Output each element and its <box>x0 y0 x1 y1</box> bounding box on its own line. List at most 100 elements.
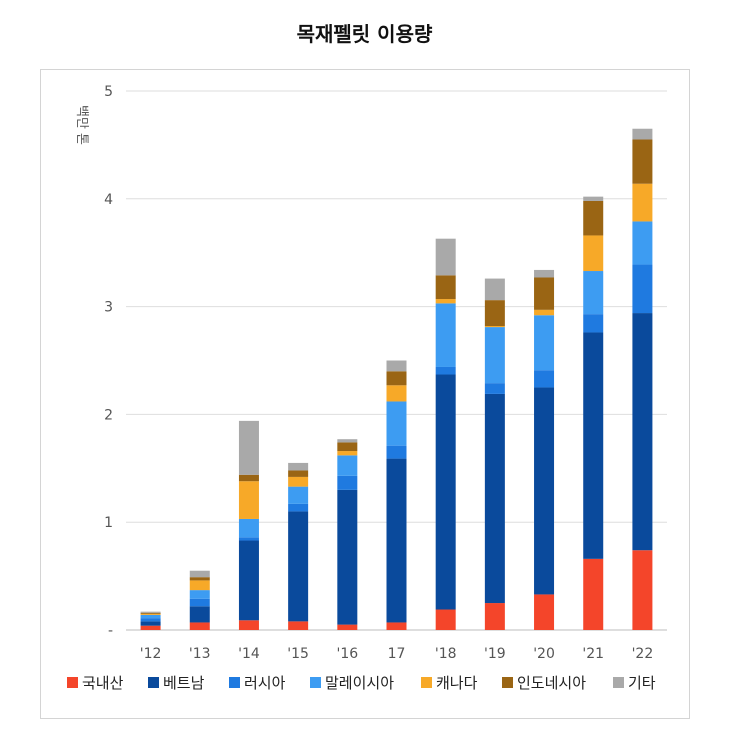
bar-segment-8-2 <box>534 370 555 388</box>
bar-segment-2-0 <box>238 620 259 630</box>
bar-segment-0-3 <box>140 614 161 619</box>
bar-segment-0-1 <box>140 621 161 626</box>
bar-segment-4-5 <box>337 442 358 452</box>
bar-segment-7-0 <box>484 603 505 630</box>
legend-label-4: 캐나다 <box>436 674 478 692</box>
bar-segment-0-4 <box>140 613 161 615</box>
bar-segment-7-2 <box>484 383 505 394</box>
chart-frame: - 1 2 3 4 5 백만 톤 '12 '13 '14 '15 '16 17 '18 '19 '20 '21 '… <box>40 69 690 719</box>
bar-segment-6-0 <box>435 609 456 630</box>
bar-segment-10-6 <box>632 128 653 140</box>
legend-swatch-2 <box>229 677 240 688</box>
bar-segment-0-0 <box>140 625 161 630</box>
bar-segment-5-1 <box>386 458 407 623</box>
bar-segment-3-1 <box>288 511 309 622</box>
bar-segment-10-2 <box>632 264 653 314</box>
bar-segment-9-1 <box>583 332 604 559</box>
bar-segment-7-4 <box>484 326 505 328</box>
bar-segment-5-4 <box>386 385 407 402</box>
bar-segment-2-5 <box>238 474 259 482</box>
y-tick-label: - <box>108 623 113 639</box>
bar-segment-10-4 <box>632 183 653 222</box>
bar-segment-2-2 <box>238 537 259 541</box>
stacked-bar-chart: - 1 2 3 4 5 백만 톤 '12 '13 '14 '15 '16 17 '18 '19 '20 '21 '… <box>67 84 667 692</box>
y-tick-label: 1 <box>104 515 113 531</box>
bar-segment-10-1 <box>632 313 653 551</box>
bar-segment-1-3 <box>189 590 210 599</box>
bar-segment-5-5 <box>386 371 407 386</box>
bar-segment-3-5 <box>288 470 309 477</box>
legend-swatch-3 <box>310 677 321 688</box>
bar-segment-9-4 <box>583 235 604 272</box>
legend-label-2: 러시아 <box>244 674 286 692</box>
legend-label-0: 국내산 <box>82 674 124 692</box>
bar-segment-3-3 <box>288 486 309 504</box>
legend-swatch-1 <box>148 677 159 688</box>
bar-segment-1-5 <box>189 577 210 581</box>
bar-segment-6-5 <box>435 275 456 300</box>
bar-segment-6-6 <box>435 238 456 276</box>
bar-segment-8-6 <box>534 269 555 278</box>
bar-segment-2-6 <box>238 420 259 475</box>
bar-segment-3-4 <box>288 476 309 487</box>
bar-segment-2-4 <box>238 481 259 519</box>
x-tick-label: '15 <box>287 646 309 662</box>
legend-swatch-5 <box>502 677 513 688</box>
bar-segment-4-4 <box>337 451 358 456</box>
bar-segment-8-4 <box>534 309 555 316</box>
bar-segment-7-3 <box>484 327 505 384</box>
x-tick-label: '12 <box>140 646 162 662</box>
x-tick-label: 17 <box>388 646 406 662</box>
bar-segment-0-6 <box>140 611 161 613</box>
y-axis-label: 백만 톤 <box>74 105 89 145</box>
x-tick-label: '14 <box>238 646 260 662</box>
legend-label-6: 기타 <box>628 674 656 692</box>
bar-segment-1-2 <box>189 598 210 607</box>
bar-segment-9-6 <box>583 196 604 201</box>
x-tick-label: '16 <box>336 646 358 662</box>
bar-segment-1-6 <box>189 570 210 578</box>
bar-segment-5-0 <box>386 622 407 630</box>
legend-label-5: 인도네시아 <box>517 674 586 692</box>
bar-segment-8-3 <box>534 315 555 371</box>
bar-segment-6-4 <box>435 299 456 304</box>
y-tick-label: 2 <box>104 407 113 423</box>
bar-segment-7-6 <box>484 278 505 301</box>
bar-segment-2-1 <box>238 540 259 621</box>
x-tick-label: '18 <box>435 646 457 662</box>
bar-segment-10-3 <box>632 221 653 265</box>
bar-segment-10-0 <box>632 550 653 630</box>
bar-segment-8-5 <box>534 277 555 310</box>
bar-segment-8-0 <box>534 594 555 630</box>
legend-label-1: 베트남 <box>163 674 205 692</box>
bar-segment-5-3 <box>386 401 407 446</box>
bar-segment-0-5 <box>140 612 161 614</box>
legend-swatch-4 <box>421 677 432 688</box>
bar-segment-1-4 <box>189 580 210 591</box>
bar-segment-3-2 <box>288 503 309 512</box>
bar-segment-7-1 <box>484 393 505 604</box>
bar-segment-4-0 <box>337 624 358 630</box>
bar-segment-9-3 <box>583 271 604 315</box>
bar-segment-6-1 <box>435 374 456 610</box>
y-tick-label: 4 <box>104 192 113 208</box>
bar-segment-1-1 <box>189 606 210 623</box>
bar-segment-1-0 <box>189 622 210 630</box>
bar-segment-4-3 <box>337 455 358 476</box>
bar-segment-6-2 <box>435 366 456 375</box>
bar-segment-6-3 <box>435 303 456 367</box>
bar-segment-4-2 <box>337 475 358 490</box>
chart-title: 목재펠릿 이용량 <box>296 22 433 46</box>
bar-segment-4-6 <box>337 439 358 443</box>
legend-swatch-0 <box>67 677 78 688</box>
bar-segment-4-1 <box>337 489 358 625</box>
y-tick-label: 3 <box>104 300 113 316</box>
y-tick-label: 5 <box>104 84 113 100</box>
x-tick-label: '19 <box>484 646 506 662</box>
bar-segment-5-6 <box>386 360 407 372</box>
bar-segment-0-2 <box>140 618 161 622</box>
x-tick-label: '21 <box>582 646 604 662</box>
bar-segment-8-1 <box>534 387 555 595</box>
legend-label-3: 말레이시아 <box>325 674 394 692</box>
bar-segment-2-3 <box>238 518 259 538</box>
